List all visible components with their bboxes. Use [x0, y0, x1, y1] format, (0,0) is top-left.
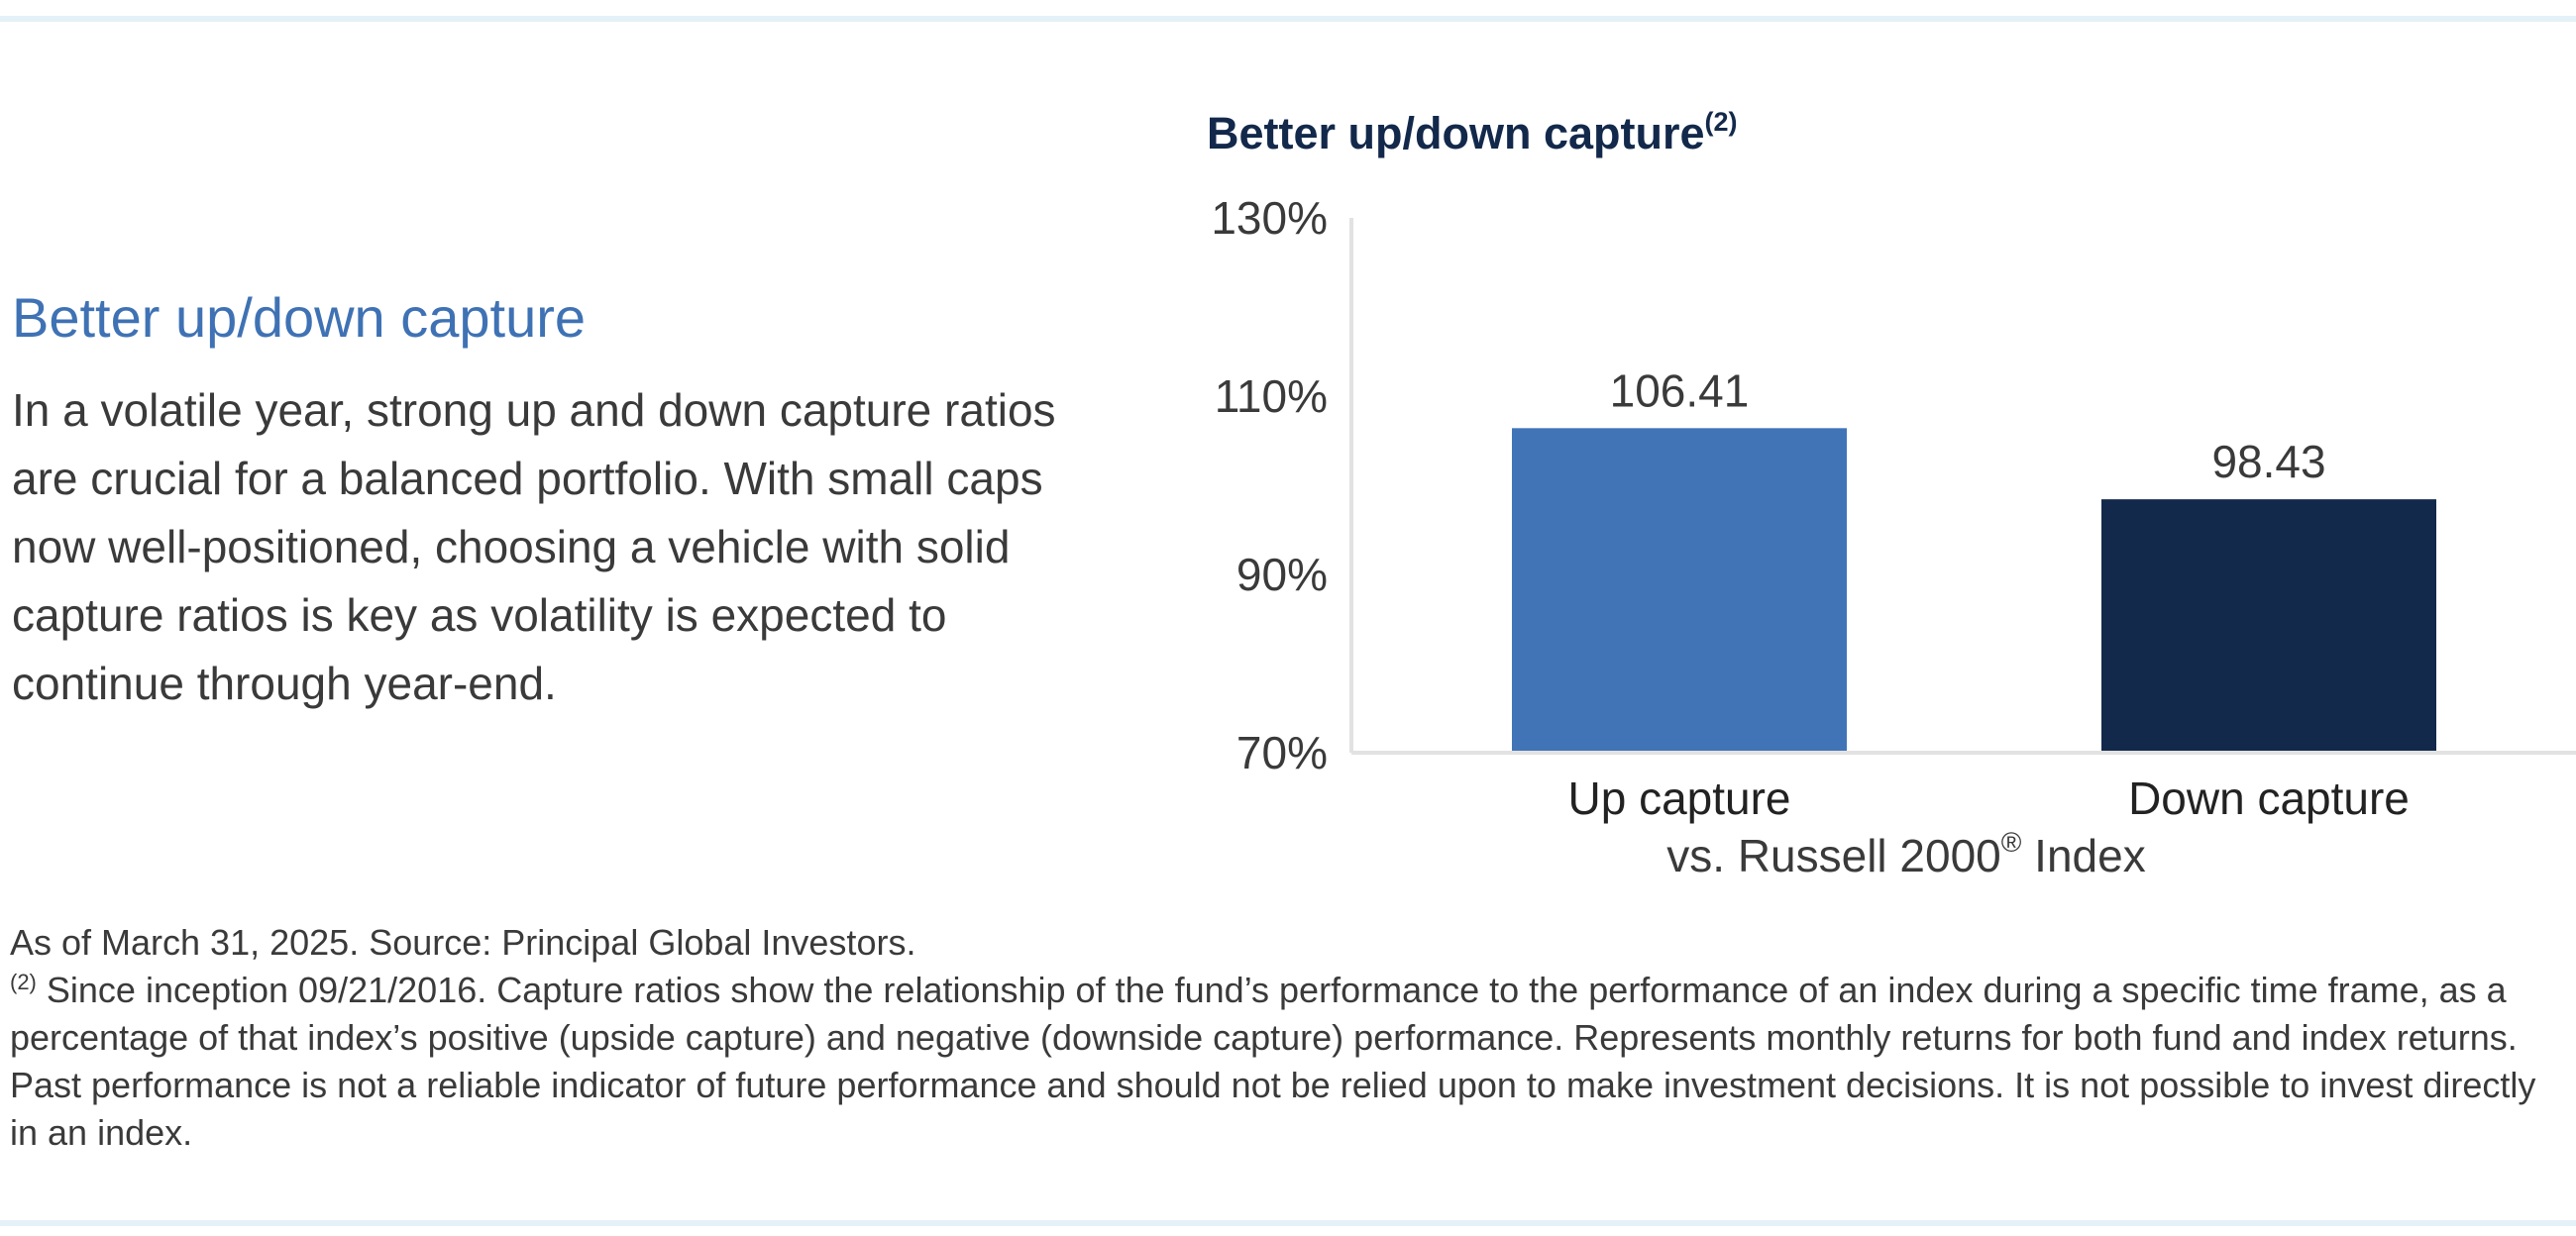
- y-axis-ticks: 70% 90% 110% 130%: [1211, 192, 1328, 778]
- bar-value-label: 98.43: [2211, 436, 2325, 487]
- registered-mark: ®: [2001, 827, 2022, 858]
- category-label: Up capture: [1567, 772, 1790, 824]
- footnote-text: Since inception 09/21/2016. Capture rati…: [10, 970, 2536, 1153]
- bars: 106.41 98.43: [1512, 364, 2436, 753]
- y-tick-label: 90%: [1236, 549, 1328, 600]
- chart-title: Better up/down capture(2): [1207, 107, 1738, 158]
- y-tick-label: 70%: [1236, 727, 1328, 778]
- y-tick-label: 130%: [1211, 192, 1328, 244]
- bar-value-label: 106.41: [1610, 364, 1750, 416]
- x-axis-categories: Up capture Down capture: [1567, 772, 2409, 824]
- chart-title-footnote-marker: (2): [1705, 107, 1738, 137]
- top-divider: [0, 16, 2576, 22]
- capture-footnote: (2) Since inception 09/21/2016. Capture …: [10, 967, 2556, 1157]
- bar-up-capture: [1512, 428, 1847, 753]
- chart-title-text: Better up/down capture: [1207, 108, 1705, 158]
- bar-down-capture: [2101, 499, 2436, 753]
- footnotes: As of March 31, 2025. Source: Principal …: [10, 919, 2556, 1157]
- left-body-text: In a volatile year, strong up and down c…: [12, 384, 1056, 709]
- footnote-marker: (2): [10, 970, 37, 994]
- left-heading: Better up/down capture: [12, 286, 587, 349]
- x-axis-label: vs. Russell 2000® Index: [1666, 827, 2145, 881]
- x-axis-label-suffix: Index: [2021, 830, 2145, 881]
- x-axis-label-text: vs. Russell 2000: [1666, 830, 2001, 881]
- bottom-divider: [0, 1220, 2576, 1226]
- y-tick-label: 110%: [1215, 370, 1328, 422]
- source-note: As of March 31, 2025. Source: Principal …: [10, 922, 916, 963]
- capture-bar-chart: Better up/down capture(2) 70% 90% 110% 130%…: [1207, 107, 2576, 881]
- category-label: Down capture: [2128, 772, 2410, 824]
- left-text-block: Better up/down capture In a volatile yea…: [12, 283, 1082, 718]
